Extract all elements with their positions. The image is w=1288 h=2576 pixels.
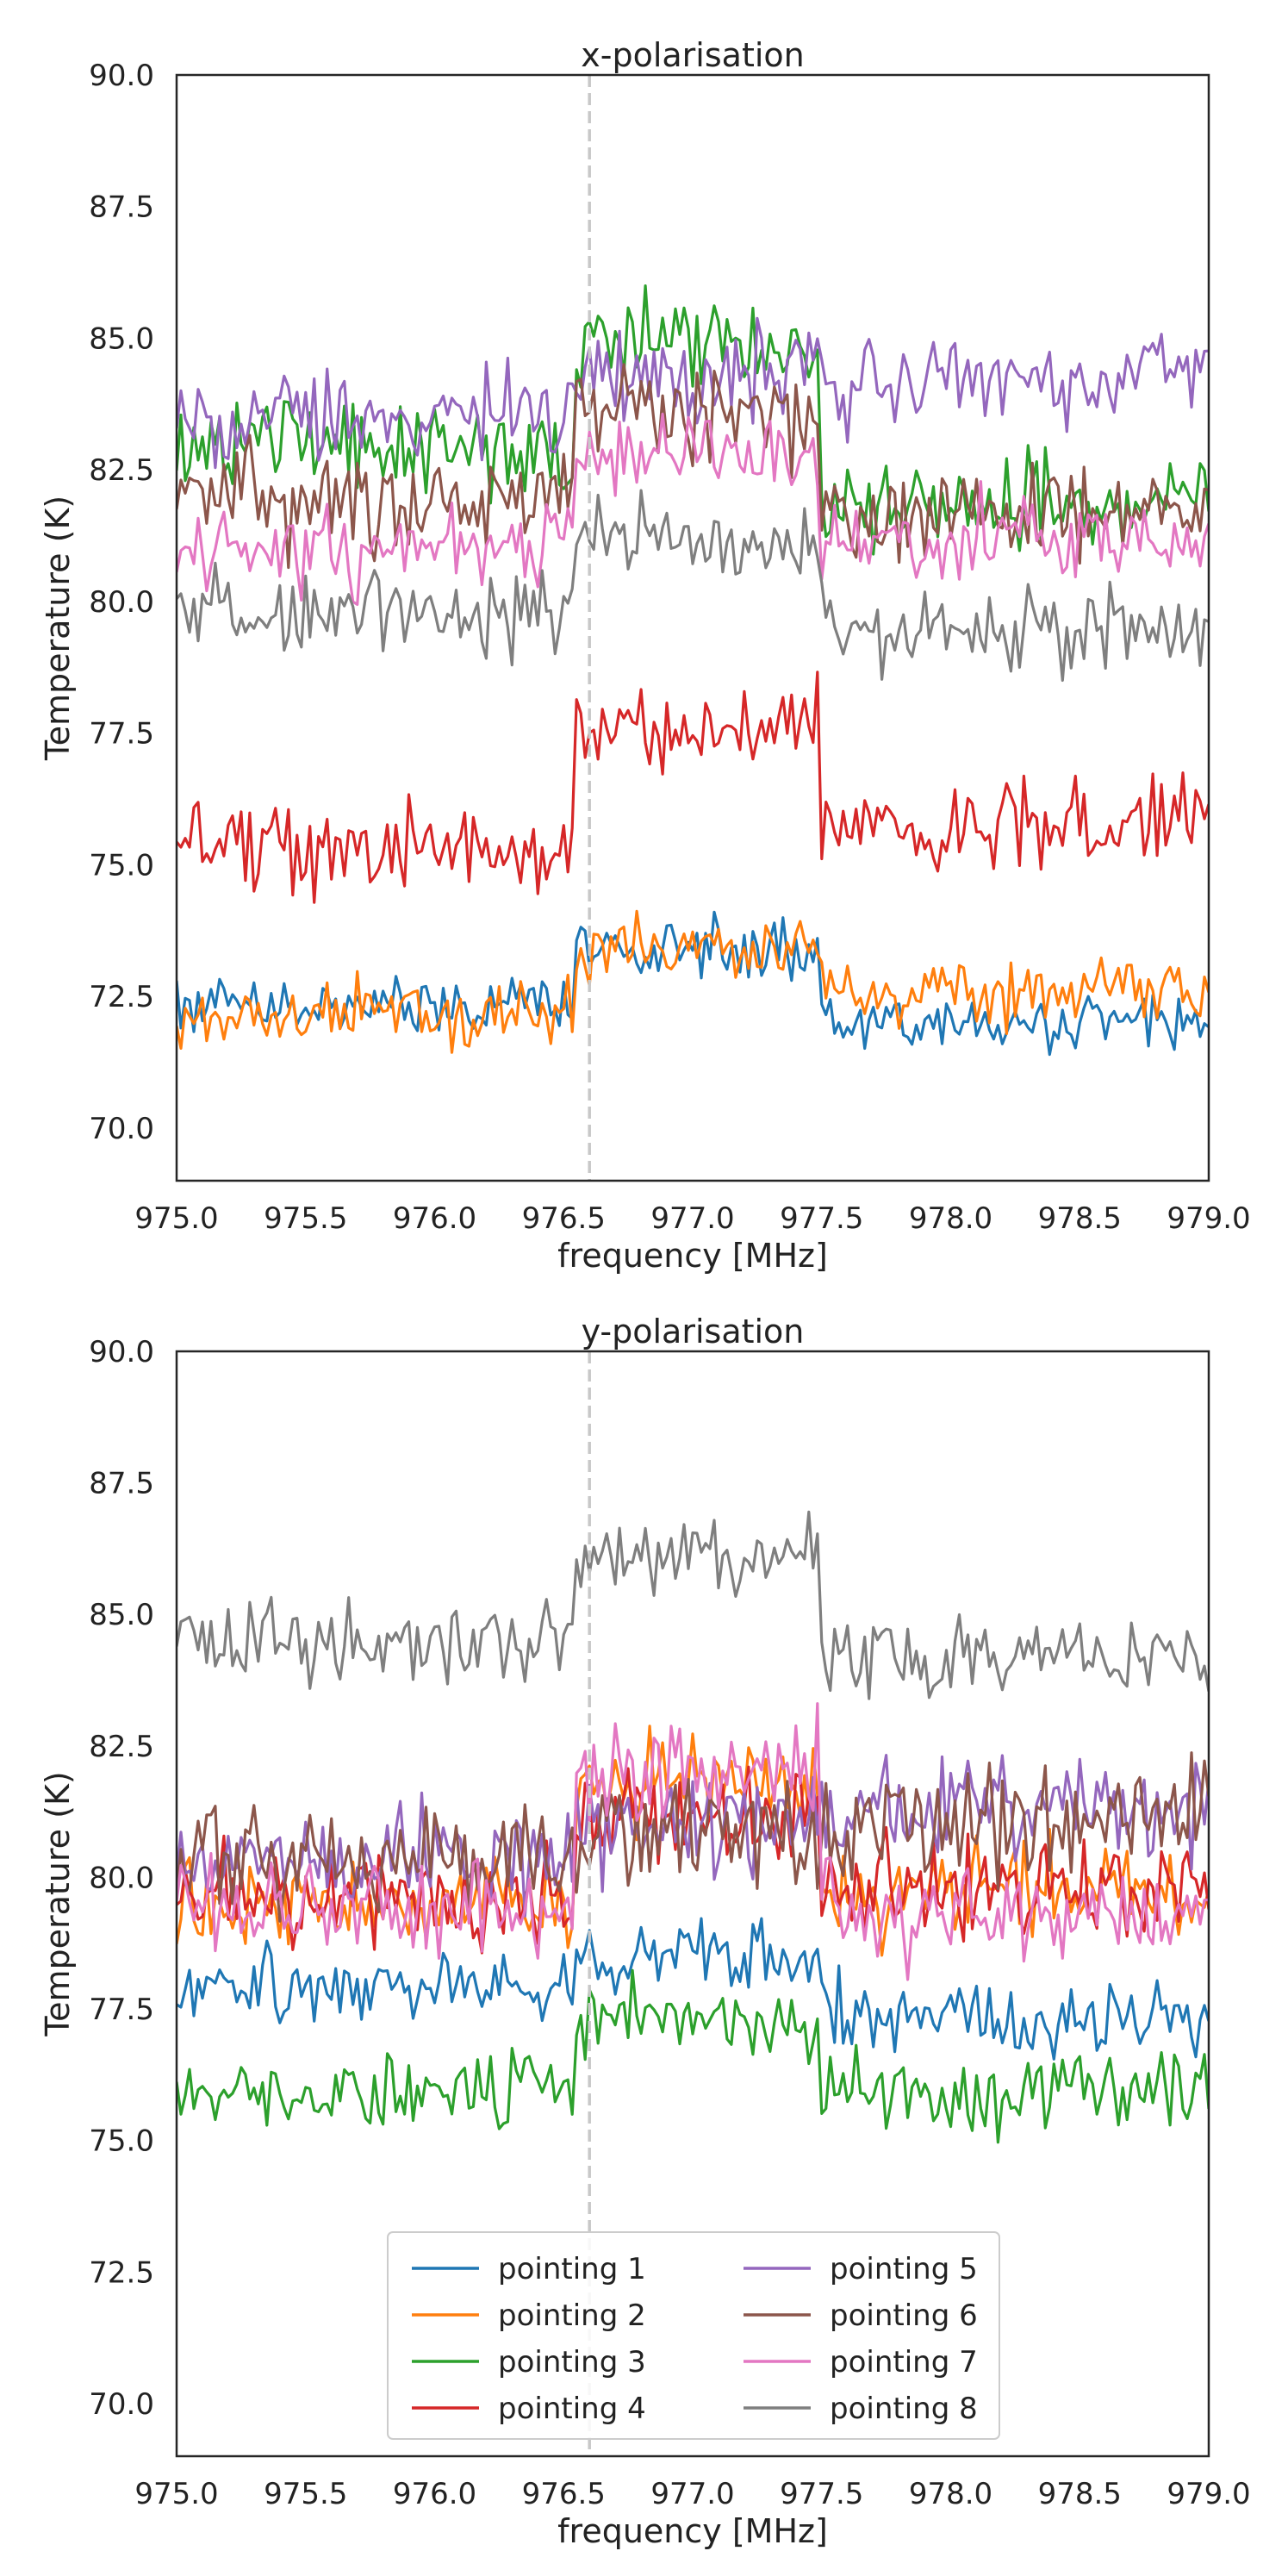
x-axis-label: frequency [MHz] — [557, 1237, 828, 1275]
x-tick-label: 976.0 — [393, 2477, 476, 2511]
x-tick-label: 978.5 — [1038, 1201, 1122, 1236]
x-tick-label: 975.5 — [264, 2477, 347, 2511]
x-axis-label: frequency [MHz] — [557, 2512, 828, 2550]
chart-panel-2: 975.0 975.5 976.0 976.5 977.0 977.5 978.0 978.5… — [39, 1313, 1251, 2550]
legend-box — [387, 2231, 1000, 2440]
x-tick-label: 976.5 — [522, 2477, 606, 2511]
legend-label: pointing 8 — [830, 2392, 978, 2426]
chart-title: y-polarisation — [582, 1313, 805, 1350]
y-tick-label: 85.0 — [89, 1598, 154, 1632]
chart-title: x-polarisation — [581, 36, 804, 74]
series-group — [177, 1510, 1209, 2144]
legend-label: pointing 7 — [830, 2345, 978, 2380]
y-tick-label: 85.0 — [89, 321, 154, 356]
y-tick-label: 82.5 — [89, 453, 154, 488]
x-tick-label: 978.0 — [909, 2477, 992, 2511]
series-line-5 — [177, 316, 1209, 470]
axes-frame — [175, 73, 1210, 1182]
x-tick-label: 976.0 — [393, 1201, 476, 1236]
x-tick-label: 975.0 — [134, 2477, 218, 2511]
y-tick-label: 70.0 — [89, 1112, 154, 1146]
series-line-7 — [177, 1702, 1209, 1981]
x-tick-label: 977.5 — [780, 1201, 863, 1236]
series-group — [177, 284, 1209, 1057]
y-tick-label: 90.0 — [89, 59, 154, 93]
x-tick-label: 978.0 — [909, 1201, 992, 1236]
y-tick-label: 70.0 — [89, 2387, 154, 2422]
y-axis-label: Temperature (K) — [39, 496, 77, 761]
y-tick-label: 87.5 — [89, 1467, 154, 1501]
y-tick-label: 77.5 — [89, 1993, 154, 2027]
series-line-4 — [177, 1765, 1209, 1955]
legend-label: pointing 1 — [498, 2252, 646, 2286]
series-line-1 — [177, 910, 1209, 1057]
legend-label: pointing 4 — [498, 2392, 646, 2426]
series-line-2 — [177, 1725, 1209, 1957]
series-line-7 — [177, 412, 1209, 607]
series-line-8 — [177, 489, 1209, 683]
series-line-6 — [177, 1751, 1209, 1923]
y-tick-label: 90.0 — [89, 1335, 154, 1369]
legend: pointing 1 pointing 2 pointing 3 pointing 4… — [387, 2231, 1000, 2440]
y-tick-label: 72.5 — [89, 2255, 154, 2290]
x-tick-label: 975.0 — [134, 1201, 218, 1236]
legend-label: pointing 5 — [830, 2252, 978, 2286]
legend-label: pointing 6 — [830, 2298, 978, 2333]
legend-label: pointing 2 — [498, 2298, 646, 2333]
x-tick-label: 978.5 — [1038, 2477, 1122, 2511]
series-line-4 — [177, 671, 1209, 904]
series-line-8 — [177, 1510, 1209, 1700]
y-tick-label: 72.5 — [89, 980, 154, 1014]
x-tick-label: 976.5 — [522, 1201, 606, 1236]
x-tick-label: 979.0 — [1167, 1201, 1250, 1236]
y-tick-label: 80.0 — [89, 585, 154, 620]
y-axis-label: Temperature (K) — [39, 1771, 77, 2036]
y-tick-label: 75.0 — [89, 2124, 154, 2159]
series-line-3 — [177, 1968, 1209, 2144]
y-tick-label: 75.0 — [89, 848, 154, 883]
x-tick-label: 975.5 — [264, 1201, 347, 1236]
x-tick-label: 979.0 — [1167, 2477, 1250, 2511]
legend-label: pointing 3 — [498, 2345, 646, 2380]
series-line-2 — [177, 909, 1209, 1054]
y-tick-label: 87.5 — [89, 190, 154, 225]
y-tick-label: 80.0 — [89, 1861, 154, 1895]
chart-panel-1: 975.0 975.5 976.0 976.5 977.0 977.5 978.0 978.5… — [39, 36, 1251, 1275]
y-tick-label: 77.5 — [89, 717, 154, 752]
axes-frame — [175, 1350, 1210, 2458]
series-line-1 — [177, 1917, 1209, 2061]
x-tick-label: 977.0 — [650, 2477, 734, 2511]
x-tick-label: 977.0 — [650, 1201, 734, 1236]
x-tick-label: 977.5 — [780, 2477, 863, 2511]
y-tick-label: 82.5 — [89, 1730, 154, 1764]
